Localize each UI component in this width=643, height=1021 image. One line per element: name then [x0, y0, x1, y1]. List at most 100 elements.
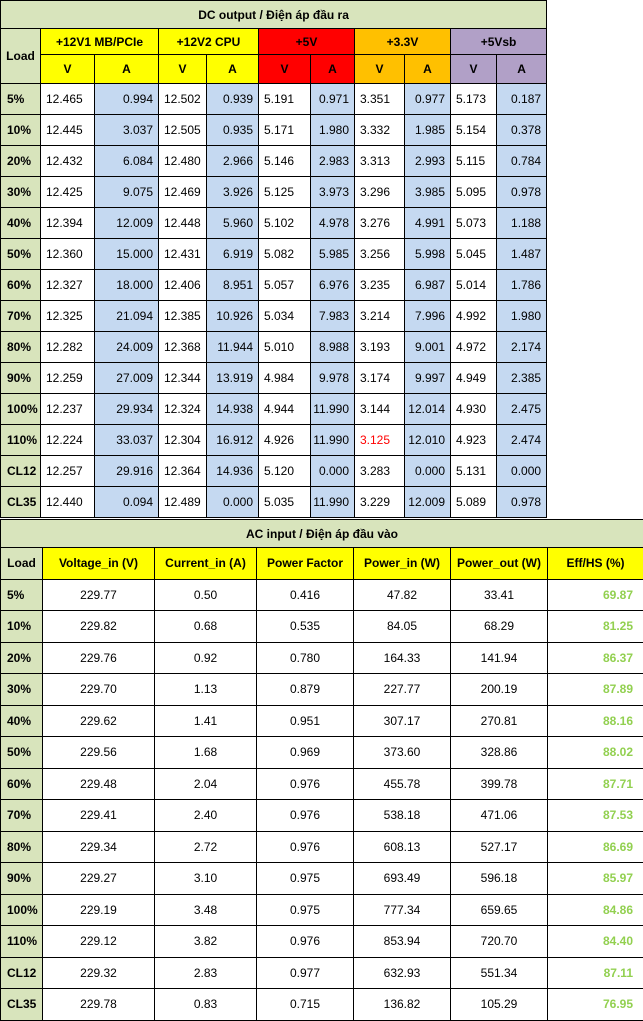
power-in-cell: 538.18 [354, 800, 451, 832]
voltage-cell: 12.385 [159, 301, 207, 332]
power-in-cell: 307.17 [354, 705, 451, 737]
current-cell: 3.926 [207, 177, 259, 208]
current-cell: 1.786 [497, 270, 547, 301]
current-in-cell: 0.83 [155, 989, 257, 1021]
dc-output-table: DC output / Điện áp đầu ra Load +12V1 MB… [0, 0, 547, 518]
load-label: 100% [1, 394, 41, 425]
load-label: 30% [1, 674, 43, 706]
efficiency-cell: 87.11 [548, 957, 643, 989]
current-in-cell: 2.83 [155, 957, 257, 989]
voltage-cell: 5.089 [451, 487, 497, 518]
current-cell: 15.000 [95, 239, 159, 270]
load-label: 40% [1, 208, 41, 239]
load-label: 40% [1, 705, 43, 737]
current-column-header: A [311, 55, 355, 84]
load-label: 10% [1, 115, 41, 146]
current-cell: 10.926 [207, 301, 259, 332]
current-cell: 0.978 [497, 487, 547, 518]
voltage-cell: 4.972 [451, 332, 497, 363]
voltage-column-header: V [451, 55, 497, 84]
current-cell: 6.919 [207, 239, 259, 270]
voltage-column-header: V [259, 55, 311, 84]
ac-input-title: AC input / Điện áp đầu vào [1, 520, 643, 548]
voltage-cell: 3.144 [355, 394, 405, 425]
power-factor-cell: 0.975 [257, 894, 354, 926]
current-in-cell: 2.40 [155, 800, 257, 832]
voltage-cell: 12.360 [41, 239, 95, 270]
load-label: 70% [1, 800, 43, 832]
current-in-cell: 3.48 [155, 894, 257, 926]
voltage-cell: 12.469 [159, 177, 207, 208]
load-label: 90% [1, 863, 43, 895]
ac-column-header: Power_in (W) [354, 548, 451, 580]
voltage-cell: 12.364 [159, 456, 207, 487]
voltage-cell: 12.432 [41, 146, 95, 177]
voltage-cell: 5.173 [451, 84, 497, 115]
voltage-in-cell: 229.78 [43, 989, 155, 1021]
voltage-in-cell: 229.62 [43, 705, 155, 737]
voltage-cell: 3.229 [355, 487, 405, 518]
current-cell: 3.037 [95, 115, 159, 146]
power-out-cell: 328.86 [451, 737, 548, 769]
voltage-cell: 3.283 [355, 456, 405, 487]
voltage-cell: 5.115 [451, 146, 497, 177]
current-cell: 1.980 [311, 115, 355, 146]
current-cell: 0.935 [207, 115, 259, 146]
voltage-cell: 3.313 [355, 146, 405, 177]
load-label: 80% [1, 831, 43, 863]
current-cell: 12.009 [95, 208, 159, 239]
current-in-cell: 0.92 [155, 642, 257, 674]
voltage-cell: 5.014 [451, 270, 497, 301]
current-cell: 11.990 [311, 487, 355, 518]
voltage-in-cell: 229.32 [43, 957, 155, 989]
current-cell: 2.983 [311, 146, 355, 177]
load-label: CL35 [1, 989, 43, 1021]
power-factor-cell: 0.976 [257, 768, 354, 800]
efficiency-cell: 81.25 [548, 611, 643, 643]
voltage-cell: 12.489 [159, 487, 207, 518]
current-cell: 2.474 [497, 425, 547, 456]
voltage-cell: 12.465 [41, 84, 95, 115]
voltage-cell: 5.034 [259, 301, 311, 332]
power-out-cell: 33.41 [451, 579, 548, 611]
current-cell: 5.960 [207, 208, 259, 239]
current-cell: 9.978 [311, 363, 355, 394]
power-in-cell: 632.93 [354, 957, 451, 989]
voltage-cell: 12.445 [41, 115, 95, 146]
current-column-header: A [497, 55, 547, 84]
ac-column-header: Voltage_in (V) [43, 548, 155, 580]
current-cell: 0.977 [405, 84, 451, 115]
current-cell: 7.996 [405, 301, 451, 332]
voltage-cell: 4.926 [259, 425, 311, 456]
current-cell: 11.990 [311, 394, 355, 425]
load-label: 30% [1, 177, 41, 208]
power-out-cell: 200.19 [451, 674, 548, 706]
voltage-cell: 12.259 [41, 363, 95, 394]
voltage-in-cell: 229.34 [43, 831, 155, 863]
current-in-cell: 2.72 [155, 831, 257, 863]
current-cell: 11.944 [207, 332, 259, 363]
load-label: 90% [1, 363, 41, 394]
voltage-cell: 12.502 [159, 84, 207, 115]
voltage-cell: 3.296 [355, 177, 405, 208]
voltage-in-cell: 229.70 [43, 674, 155, 706]
voltage-cell: 3.256 [355, 239, 405, 270]
power-out-cell: 105.29 [451, 989, 548, 1021]
current-column-header: A [405, 55, 451, 84]
load-label: CL35 [1, 487, 41, 518]
voltage-cell: 5.082 [259, 239, 311, 270]
current-cell: 2.966 [207, 146, 259, 177]
voltage-cell: 5.120 [259, 456, 311, 487]
voltage-cell: 12.237 [41, 394, 95, 425]
efficiency-cell: 84.40 [548, 926, 643, 958]
voltage-column-header: V [159, 55, 207, 84]
current-cell: 4.978 [311, 208, 355, 239]
voltage-cell: 12.257 [41, 456, 95, 487]
ac-column-header: Power Factor [257, 548, 354, 580]
efficiency-cell: 88.02 [548, 737, 643, 769]
voltage-cell: 12.425 [41, 177, 95, 208]
